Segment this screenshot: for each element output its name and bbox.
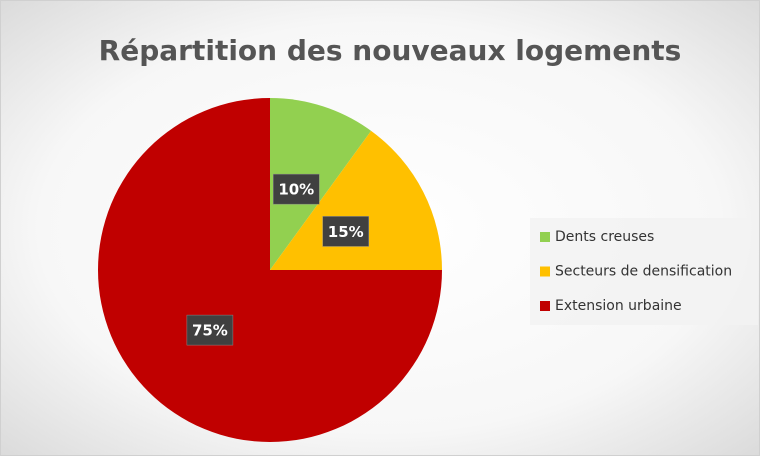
legend-swatch (540, 266, 550, 277)
legend-swatch (540, 301, 550, 311)
data-label: 15% (328, 223, 364, 241)
legend-label: Secteurs de densification (555, 264, 732, 280)
data-label-box (273, 173, 320, 205)
legend-label: Extension urbaine (555, 298, 682, 314)
legend-label: Dents creuses (555, 229, 654, 245)
data-label: 10% (278, 181, 314, 199)
chart-title: Répartition des nouveaux logements (99, 34, 682, 67)
pie-slice (270, 130, 442, 270)
pie-slice (270, 98, 372, 270)
data-label: 75% (192, 322, 228, 340)
legend-swatch (540, 232, 550, 242)
data-label-box (186, 314, 234, 346)
legend-box (530, 218, 758, 325)
data-label-box (322, 216, 369, 247)
pie-slice (98, 98, 442, 442)
